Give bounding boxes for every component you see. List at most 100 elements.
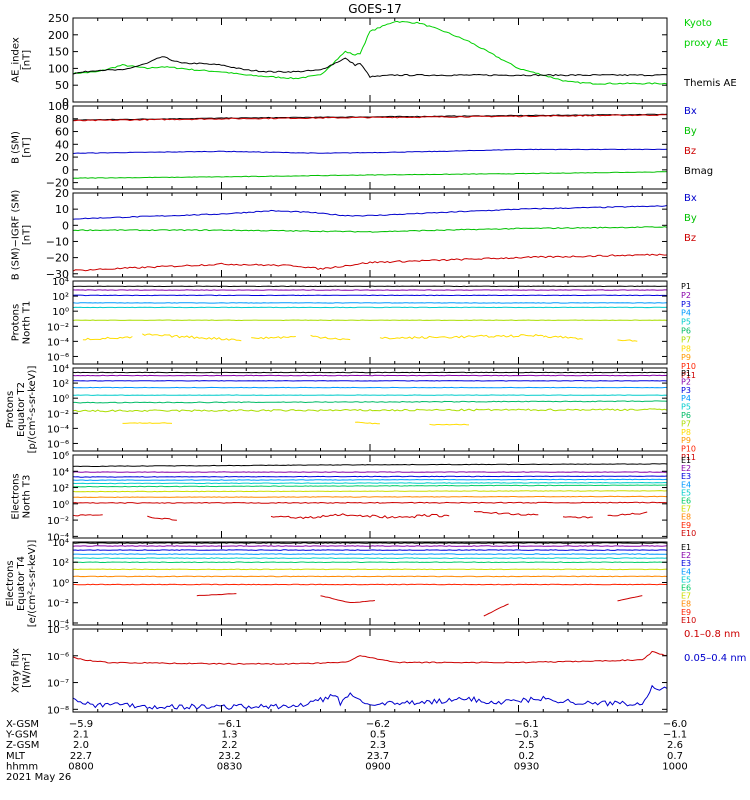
y-tick-label: 10⁻⁸ xyxy=(47,705,69,716)
series-line-protons_equator_t2-9 xyxy=(429,423,470,426)
ephemeris-value: 0900 xyxy=(365,761,390,772)
legend-entry: P2 xyxy=(681,291,691,300)
y-tick-label: 10² xyxy=(52,379,69,390)
ephemeris-value: 23.7 xyxy=(367,751,389,762)
legend-entry: By xyxy=(684,213,697,224)
series-line-electrons_equator_t4-12 xyxy=(617,595,643,602)
legend-entry: E2 xyxy=(681,551,691,560)
y-tick-label: 0 xyxy=(62,96,69,109)
legend-entry: E3 xyxy=(681,472,691,481)
y-tick-label: 200 xyxy=(48,29,69,42)
series-line-electrons_equator_t4-3 xyxy=(72,553,668,555)
legend-entry: E8 xyxy=(681,513,691,522)
legend-entry: P11 xyxy=(681,453,696,462)
legend-entry: E2 xyxy=(681,464,691,473)
legend-entry: P10 xyxy=(681,362,696,371)
y-axis-label: [nT] xyxy=(22,225,33,245)
y-tick-label: 10⁴ xyxy=(52,538,69,549)
series-line-electrons_equator_t4-2 xyxy=(72,549,668,551)
series-line-protons_equator_t2-7 xyxy=(122,422,173,424)
series-line-electrons_north_t3-4 xyxy=(72,481,668,485)
ephemeris-value: 0.7 xyxy=(667,751,683,762)
ephemeris-value: 0830 xyxy=(217,761,242,772)
legend-entry: E8 xyxy=(681,600,691,609)
y-tick-label: 150 xyxy=(48,46,69,59)
y-tick-label: −20 xyxy=(46,252,69,265)
series-line-protons_north_t1-2 xyxy=(72,294,668,297)
series-line-b_sm_igrf-0 xyxy=(72,205,668,220)
series-line-electrons_north_t3-3 xyxy=(72,478,668,481)
y-axis-label: AE_index xyxy=(11,37,22,83)
legend-entry: E7 xyxy=(681,592,691,601)
y-tick-label: 250 xyxy=(48,12,69,25)
y-tick-label: 40 xyxy=(55,138,69,151)
y-tick-label: 10⁰ xyxy=(52,500,69,511)
legend-entry: P7 xyxy=(681,335,691,344)
panel-frame xyxy=(72,17,668,103)
series-line-electrons_north_t3-0 xyxy=(72,463,668,468)
y-tick-label: 10⁴ xyxy=(52,364,69,375)
series-line-electrons_equator_t4-6 xyxy=(72,568,668,571)
series-line-protons_north_t1-6 xyxy=(82,336,133,341)
y-tick-label: 10⁻² xyxy=(47,516,69,527)
y-tick-label: 20 xyxy=(55,187,69,200)
ephemeris-value: −6.2 xyxy=(366,719,390,730)
legend-entry: P9 xyxy=(681,353,691,362)
series-line-electrons_north_t3-8 xyxy=(72,501,668,504)
legend-entry: P9 xyxy=(681,436,691,445)
y-tick-label: 10⁻² xyxy=(47,409,69,420)
series-line-b_sm-1 xyxy=(72,114,668,122)
series-line-protons_equator_t2-4 xyxy=(73,394,668,396)
y-tick-label: 10² xyxy=(52,558,69,569)
ephemeris-value: 0800 xyxy=(68,761,93,772)
y-tick-label: 10⁻⁵ xyxy=(47,625,69,636)
legend-entry: E5 xyxy=(681,575,691,584)
ephemeris-row-label: MLT xyxy=(6,751,26,762)
legend-entry: P10 xyxy=(681,445,696,454)
legend-entry: P3 xyxy=(681,386,691,395)
series-line-b_sm_igrf-2 xyxy=(72,253,668,272)
y-axis-label: Protons xyxy=(11,304,22,341)
legend-entry: E5 xyxy=(681,488,691,497)
legend-entry: P2 xyxy=(681,377,691,386)
legend-entry: P4 xyxy=(681,309,691,318)
series-line-ae_index-0 xyxy=(72,20,668,85)
series-line-protons_north_t1-9 xyxy=(310,334,351,341)
series-line-ae_index-1 xyxy=(72,56,668,78)
y-axis-label: [nT] xyxy=(22,50,33,70)
series-line-electrons_equator_t4-5 xyxy=(72,561,668,564)
ephemeris-value: 2.0 xyxy=(73,740,89,751)
legend-entry: Bx xyxy=(684,193,697,204)
legend-entry: Kyoto xyxy=(684,18,712,29)
legend-entry: E4 xyxy=(681,567,691,576)
y-axis-label: Equator T2 xyxy=(16,382,27,437)
series-line-protons_equator_t2-1 xyxy=(72,374,668,377)
y-tick-label: 10⁰ xyxy=(52,394,69,405)
legend-entry: E4 xyxy=(681,480,691,489)
y-tick-label: 10⁰ xyxy=(52,307,69,318)
y-tick-label: 10⁰ xyxy=(52,578,69,589)
y-tick-label: 20 xyxy=(55,151,69,164)
legend-entry: E10 xyxy=(681,529,696,538)
panel-protons_equator_t2: 10⁻⁶ 10⁻⁴ 10⁻² 10⁰ 10² 10⁴ Protons Equator T2 [p… xyxy=(5,364,696,462)
legend-entry: proxy AE xyxy=(684,38,728,49)
legend-entry: P3 xyxy=(681,300,691,309)
y-tick-label: 10⁻⁶ xyxy=(47,439,69,450)
y-tick-label: −30 xyxy=(46,268,69,281)
y-tick-label: 10² xyxy=(52,484,69,495)
series-line-electrons_north_t3-9 xyxy=(72,514,103,517)
legend-entry: 0.05–0.4 nm xyxy=(684,653,746,664)
y-tick-label: −20 xyxy=(46,177,69,190)
y-axis-label: Electrons xyxy=(11,473,22,519)
series-line-electrons_north_t3-6 xyxy=(72,490,668,493)
series-line-electrons_north_t3-10 xyxy=(147,515,177,521)
ephemeris-value: 23.2 xyxy=(218,751,240,762)
panel-ae_index: 0 50 100 150 200 250 AE_index [nT] Kyoto proxy AE… xyxy=(11,12,737,109)
y-tick-label: 100 xyxy=(48,100,69,113)
y-tick-label: 10⁻² xyxy=(47,599,69,610)
ephemeris-row-label: Z-GSM xyxy=(6,740,39,751)
legend-entry: P11 xyxy=(681,371,696,380)
